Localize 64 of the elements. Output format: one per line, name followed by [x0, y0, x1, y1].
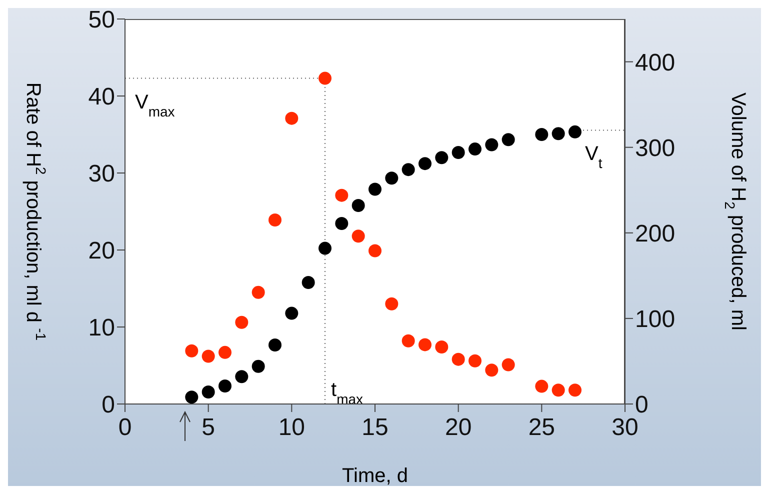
point [285, 306, 298, 320]
point [435, 340, 448, 354]
x-tick-label: 5 [202, 414, 216, 442]
point [402, 334, 415, 348]
y-tick-label: 0 [102, 392, 115, 419]
point [485, 138, 498, 152]
y2-tick-label: 200 [635, 220, 676, 248]
y-tick-label: 40 [88, 84, 115, 111]
y-tick-label: 30 [88, 160, 115, 188]
point [352, 230, 365, 243]
point [402, 163, 415, 176]
point [485, 364, 498, 377]
point [468, 142, 482, 156]
point [385, 297, 398, 310]
point [335, 188, 348, 202]
point [268, 338, 282, 352]
y2-tick-label: 100 [635, 306, 676, 333]
y-tick-label: 50 [88, 6, 115, 34]
x-tick-label: 25 [528, 414, 556, 442]
point [502, 133, 515, 146]
point [352, 199, 365, 212]
point [468, 354, 482, 368]
point [418, 338, 432, 352]
x-axis-title: Time, d [342, 465, 408, 487]
point [452, 352, 465, 366]
point [368, 244, 382, 258]
point [185, 344, 198, 358]
ref-line-label: V$_{t}$ [585, 143, 602, 172]
point [535, 380, 548, 393]
y2-tick-label: 300 [635, 134, 676, 162]
point [202, 350, 215, 363]
point [218, 346, 232, 359]
point [568, 384, 582, 397]
point [252, 360, 265, 373]
point [318, 242, 332, 255]
point [252, 286, 265, 299]
point [552, 127, 565, 140]
point [318, 72, 332, 85]
x-tick-label: 20 [444, 414, 472, 442]
y-tick-label: 20 [88, 238, 115, 265]
point [385, 172, 398, 185]
point [185, 390, 198, 404]
point [552, 384, 565, 397]
point [268, 213, 282, 226]
point [335, 216, 348, 230]
y2-tick-label: 400 [635, 49, 676, 76]
point [435, 151, 448, 164]
point [302, 276, 315, 290]
point [235, 370, 248, 384]
point [235, 316, 248, 329]
ref-line-label: V$_{max}$ [135, 91, 175, 120]
point [368, 182, 382, 196]
x-tick-label: 0 [118, 414, 132, 442]
point [535, 128, 548, 141]
x-tick-label: 10 [278, 414, 306, 442]
point [202, 386, 215, 399]
point [452, 146, 465, 159]
x-tick-label: 15 [362, 414, 388, 442]
point [502, 358, 515, 372]
point [285, 112, 298, 125]
point [218, 380, 232, 393]
point [418, 157, 432, 170]
point [568, 125, 582, 138]
y-tick-label: 10 [88, 314, 115, 342]
